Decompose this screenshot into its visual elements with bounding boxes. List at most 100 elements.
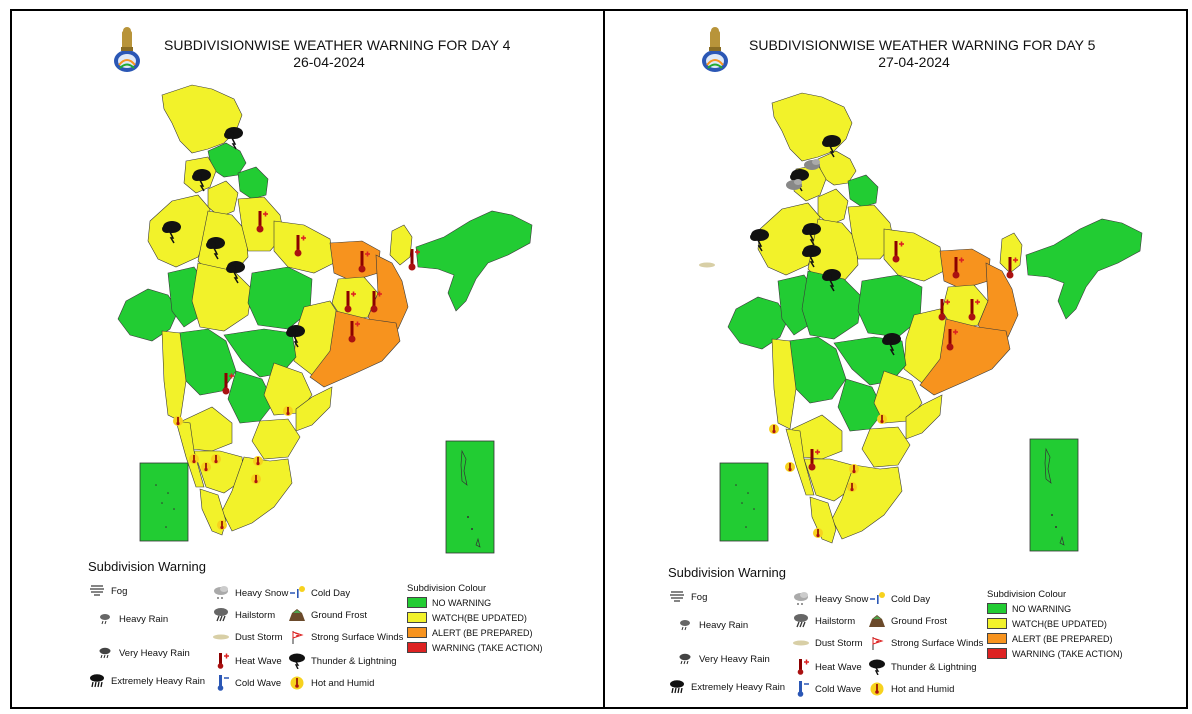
heat-wave-icon: [408, 249, 420, 271]
heat-wave-icon: [256, 211, 268, 233]
hot-humid-icon: [868, 681, 886, 697]
legend-label: Heavy Snow: [235, 587, 289, 599]
map-title: SUBDIVISIONWISE WEATHER WARNING FOR DAY …: [164, 37, 510, 71]
colour-label: ALERT (BE PREPARED): [1012, 633, 1113, 644]
inset-lakshadweep: [719, 462, 769, 542]
colour-label: ALERT (BE PREPARED): [432, 627, 533, 638]
subdivision-colour-title: Subdivision Colour: [407, 583, 487, 594]
india-map: [117, 84, 533, 554]
legend-label: Hailstorm: [815, 615, 856, 627]
colour-swatch: [987, 603, 1007, 614]
legend-heavy-rain: Heavy Rain: [676, 617, 748, 633]
colour-legend-row: ALERT (BE PREPARED): [987, 633, 1113, 644]
heat-wave-icon: [968, 299, 980, 321]
heat-wave-icon: [946, 329, 958, 351]
subdivision-colour-title: Subdivision Colour: [987, 589, 1067, 600]
thunder-lightning-icon: [288, 653, 306, 669]
heat-wave-icon: [344, 291, 356, 313]
legend-label: Cold Wave: [235, 677, 282, 689]
colour-label: NO WARNING: [1012, 603, 1072, 614]
legend-heavy-snow: Heavy Snow: [792, 591, 868, 607]
hot-humid-icon: [211, 454, 221, 464]
subdivision-wb: [977, 262, 1019, 342]
thunder-lightning-icon: [822, 269, 841, 292]
legend-label: Thunder & Lightning: [891, 661, 977, 673]
legend-cold-day: Cold Day: [288, 585, 350, 601]
colour-legend-row: ALERT (BE PREPARED): [407, 627, 533, 638]
colour-legend-row: WATCH(BE UPDATED): [407, 612, 527, 623]
heavy-rain-icon: [96, 611, 114, 627]
hot-humid-icon: [189, 454, 199, 464]
hailstorm-icon: [804, 159, 820, 170]
legend-label: Ground Frost: [311, 609, 367, 621]
legend-label: Heavy Snow: [815, 593, 869, 605]
legend-label: Dust Storm: [235, 631, 283, 643]
legend-label: Heat Wave: [815, 661, 862, 673]
hot-humid-icon: [849, 464, 859, 474]
subdivision-jk: [161, 84, 243, 154]
legend-label: Extremely Heavy Rain: [691, 681, 785, 693]
legend-label: Ground Frost: [891, 615, 947, 627]
hot-humid-icon: [288, 675, 306, 691]
inset-andaman-nicobar: [445, 440, 495, 554]
hot-humid-icon: [847, 482, 857, 492]
heat-wave-icon: [222, 373, 234, 395]
heat-wave-icon: [952, 257, 964, 279]
legend-label: Heat Wave: [235, 655, 282, 667]
legend-cold-day: Cold Day: [868, 591, 930, 607]
colour-swatch: [407, 642, 427, 653]
hot-humid-icon: [769, 424, 779, 434]
map-panel-day-5: SUBDIVISIONWISE WEATHER WARNING FOR DAY …: [605, 11, 1192, 707]
map-date: 26-04-2024: [293, 54, 365, 70]
fog-icon: [668, 589, 686, 605]
subdivision-ne: [1025, 218, 1143, 320]
map-title-line1: SUBDIVISIONWISE WEATHER WARNING FOR DAY …: [164, 37, 511, 53]
legend-label: Dust Storm: [815, 637, 863, 649]
dust-storm-icon: [792, 635, 810, 651]
legend-label: Hot and Humid: [311, 677, 375, 689]
legend-hot-humid: Hot and Humid: [868, 681, 954, 697]
legend-heat-wave: Heat Wave: [212, 653, 282, 669]
heat-wave-icon: [348, 321, 360, 343]
subdivision-konkan: [771, 338, 797, 430]
map-panel-day-4: SUBDIVISIONWISE WEATHER WARNING FOR DAY …: [12, 11, 604, 707]
legend-very-heavy-rain: Very Heavy Rain: [96, 645, 190, 661]
legend-thunder-lightning: Thunder & Lightning: [288, 653, 397, 669]
heat-wave-icon: [938, 299, 950, 321]
legend-ground-frost: Ground Frost: [868, 613, 947, 629]
legend-label: Fog: [111, 585, 128, 597]
heat-wave-icon: [294, 235, 306, 257]
india-map: [699, 92, 1143, 552]
colour-label: WATCH(BE UPDATED): [1012, 618, 1107, 629]
colour-legend-row: NO WARNING: [407, 597, 491, 608]
hot-humid-icon: [877, 414, 887, 424]
subdivision-uk: [847, 174, 879, 208]
extremely-heavy-rain-icon: [88, 673, 106, 689]
imd-emblem-icon: [702, 27, 728, 72]
legend-heat-wave: Heat Wave: [792, 659, 862, 675]
panel-divider: [603, 9, 605, 709]
heat-wave-icon: [212, 653, 230, 669]
map-date: 27-04-2024: [878, 54, 950, 70]
india-subdivisions: [117, 84, 533, 536]
legend-extremely-heavy-rain: Extremely Heavy Rain: [668, 679, 785, 695]
thunder-lightning-icon: [802, 245, 821, 268]
thunder-lightning-icon: [822, 135, 841, 158]
ground-frost-icon: [868, 613, 886, 629]
legend-label: Cold Wave: [815, 683, 862, 695]
legend-strong-surface-winds: Strong Surface Winds: [868, 635, 983, 651]
colour-swatch: [987, 648, 1007, 659]
hot-humid-icon: [201, 462, 211, 472]
legend-label: Fog: [691, 591, 708, 603]
legend-hailstorm: Hailstorm: [792, 613, 855, 629]
legend-label: Extremely Heavy Rain: [111, 675, 205, 687]
hot-humid-icon: [217, 520, 227, 530]
subdivision-mpE: [247, 266, 313, 330]
india-subdivisions: [727, 92, 1143, 544]
cold-day-icon: [868, 591, 886, 607]
heat-wave-icon: [892, 241, 904, 263]
heat-wave-icon: [1006, 257, 1018, 279]
subdivision-upE: [273, 220, 335, 274]
map-title: SUBDIVISIONWISE WEATHER WARNING FOR DAY …: [749, 37, 1095, 71]
ground-frost-icon: [288, 607, 306, 623]
